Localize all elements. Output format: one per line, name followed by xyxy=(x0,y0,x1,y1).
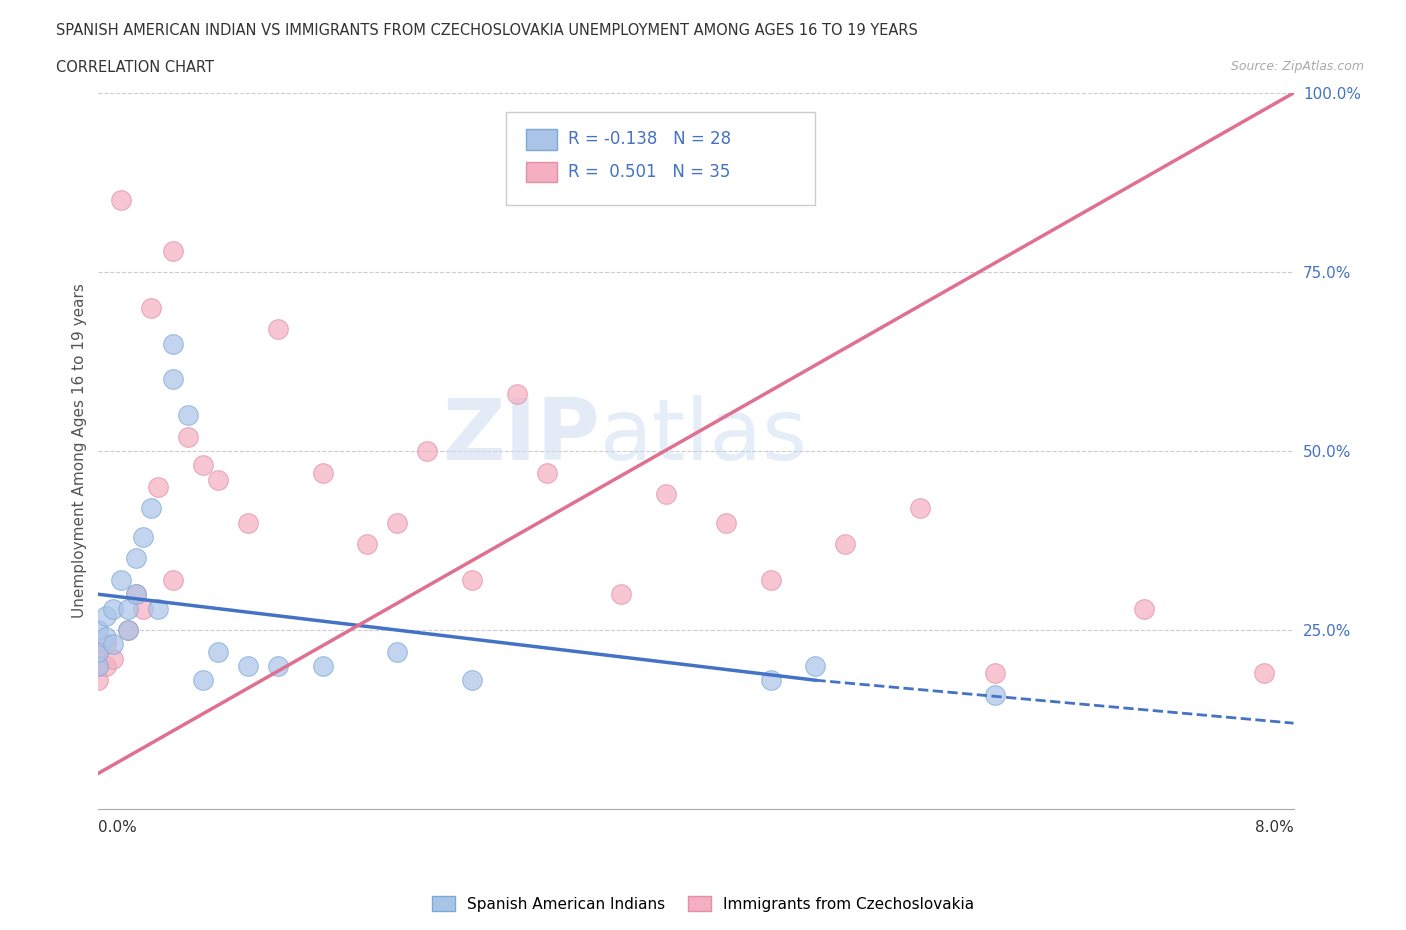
Point xyxy=(117,601,139,616)
Point xyxy=(759,672,782,687)
Point xyxy=(191,672,214,687)
Point xyxy=(87,623,110,638)
Point xyxy=(139,300,162,315)
Point xyxy=(356,537,378,551)
Point xyxy=(162,573,184,588)
Point xyxy=(207,472,229,487)
Text: Source: ZipAtlas.com: Source: ZipAtlas.com xyxy=(1230,60,1364,73)
Point xyxy=(87,658,110,673)
Point xyxy=(610,587,633,602)
Point xyxy=(139,501,162,516)
Point xyxy=(311,658,333,673)
Point xyxy=(236,515,259,530)
Point xyxy=(87,658,110,673)
Point xyxy=(461,573,484,588)
Point xyxy=(94,608,117,623)
Point xyxy=(94,630,117,644)
Point xyxy=(125,551,148,565)
Point xyxy=(908,501,931,516)
Point xyxy=(385,515,409,530)
Point xyxy=(162,243,184,258)
Point xyxy=(804,658,827,673)
Point xyxy=(87,644,110,659)
Point xyxy=(117,623,139,638)
Point xyxy=(416,444,439,458)
Text: R = -0.138   N = 28: R = -0.138 N = 28 xyxy=(568,130,731,149)
Point xyxy=(506,386,529,401)
Point xyxy=(125,587,148,602)
Point xyxy=(311,465,333,480)
Point xyxy=(87,672,110,687)
Text: 0.0%: 0.0% xyxy=(98,820,138,835)
Point xyxy=(983,666,1005,681)
Text: atlas: atlas xyxy=(600,395,808,478)
Point xyxy=(236,658,259,673)
Point xyxy=(177,407,200,422)
Point xyxy=(759,573,782,588)
Point xyxy=(117,623,139,638)
Point xyxy=(177,430,200,445)
Point xyxy=(110,573,132,588)
Point xyxy=(87,644,110,659)
Point xyxy=(103,651,125,666)
Point xyxy=(162,372,184,387)
Point xyxy=(110,193,132,208)
Point xyxy=(94,658,117,673)
Text: ZIP: ZIP xyxy=(443,395,600,478)
Legend: Spanish American Indians, Immigrants from Czechoslovakia: Spanish American Indians, Immigrants fro… xyxy=(426,889,980,918)
Point xyxy=(655,486,678,501)
Text: R =  0.501   N = 35: R = 0.501 N = 35 xyxy=(568,163,730,181)
Point xyxy=(103,637,125,652)
Text: 8.0%: 8.0% xyxy=(1254,820,1294,835)
Point xyxy=(983,687,1005,702)
Point xyxy=(385,644,409,659)
Point xyxy=(148,601,170,616)
Point xyxy=(132,601,155,616)
Point xyxy=(162,337,184,352)
Point xyxy=(834,537,856,551)
Point xyxy=(103,601,125,616)
Point xyxy=(1253,666,1275,681)
Point xyxy=(148,480,170,495)
Point xyxy=(461,672,484,687)
Point xyxy=(94,637,117,652)
Point xyxy=(536,465,558,480)
Point xyxy=(714,515,737,530)
Point xyxy=(191,458,214,472)
Point xyxy=(267,322,290,337)
Point xyxy=(1133,601,1156,616)
Y-axis label: Unemployment Among Ages 16 to 19 years: Unemployment Among Ages 16 to 19 years xyxy=(72,284,87,618)
Point xyxy=(132,529,155,544)
Point xyxy=(267,658,290,673)
Point xyxy=(125,587,148,602)
Text: CORRELATION CHART: CORRELATION CHART xyxy=(56,60,214,75)
Text: SPANISH AMERICAN INDIAN VS IMMIGRANTS FROM CZECHOSLOVAKIA UNEMPLOYMENT AMONG AGE: SPANISH AMERICAN INDIAN VS IMMIGRANTS FR… xyxy=(56,23,918,38)
Point xyxy=(207,644,229,659)
